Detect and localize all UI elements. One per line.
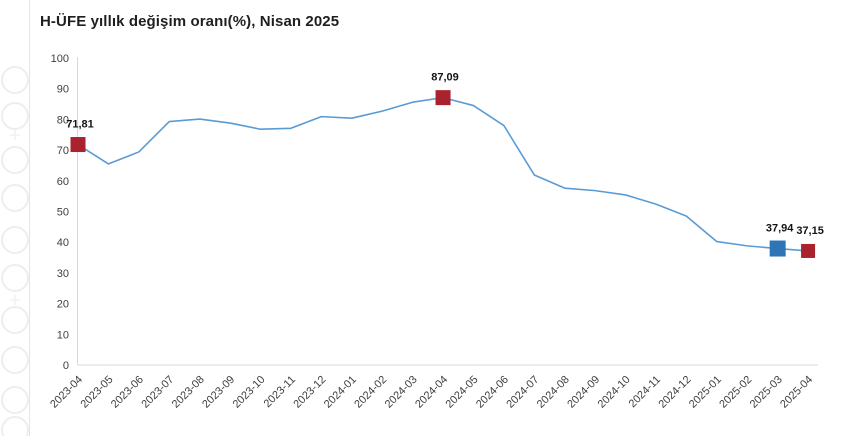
x-axis-tick-label: 2024-09 xyxy=(565,374,602,411)
y-axis-tick-label: 20 xyxy=(57,299,69,311)
y-axis-tick-label: 50 xyxy=(57,207,69,219)
x-axis-tick-label: 2023-05 xyxy=(79,374,116,411)
y-axis-tick-label: 10 xyxy=(57,329,69,341)
y-axis-tick-label: 40 xyxy=(57,237,69,249)
x-axis-tick-label: 2024-04 xyxy=(413,374,450,411)
x-axis-tick-label: 2024-10 xyxy=(596,374,633,411)
y-axis-tick-label: 0 xyxy=(63,360,69,372)
data-point-label: 71,81 xyxy=(66,119,94,131)
data-point-label: 37,94 xyxy=(766,223,794,235)
y-axis-tick-label: 90 xyxy=(57,84,69,96)
data-point-label: 37,15 xyxy=(796,225,824,237)
y-axis-tick-label: 60 xyxy=(57,176,69,188)
x-axis-tick-label: 2023-12 xyxy=(291,374,328,411)
y-axis-tick-label: 30 xyxy=(57,268,69,280)
data-point-marker xyxy=(801,243,816,258)
x-axis-tick-label: 2025-02 xyxy=(717,374,754,411)
x-axis-tick-label: 2025-01 xyxy=(687,374,724,411)
x-axis-tick-label: 2023-06 xyxy=(109,374,146,411)
y-axis-tick-label: 80 xyxy=(57,114,69,126)
x-axis-tick-label: 2024-03 xyxy=(383,374,420,411)
decor-pattern-graphic xyxy=(1,66,29,436)
x-axis-tick-label: 2024-05 xyxy=(444,374,481,411)
x-axis-tick-label: 2024-07 xyxy=(504,374,541,411)
y-axis-tick-label: 100 xyxy=(51,53,69,65)
x-axis-tick-label: 2024-06 xyxy=(474,374,511,411)
data-point-marker xyxy=(769,240,786,257)
data-point-marker xyxy=(70,137,86,153)
x-axis-tick-label: 2024-12 xyxy=(656,374,693,411)
x-axis-tick-label: 2024-08 xyxy=(535,374,572,411)
x-axis-tick-label: 2023-07 xyxy=(139,374,176,411)
x-axis-tick-label: 2024-02 xyxy=(352,374,389,411)
data-point-label: 87,09 xyxy=(431,72,459,84)
x-axis-tick-label: 2023-10 xyxy=(231,374,268,411)
x-axis-tick-label: 2023-04 xyxy=(48,374,85,411)
data-line xyxy=(77,96,809,252)
x-axis-tick-label: 2025-04 xyxy=(778,374,815,411)
x-axis-tick-label: 2023-08 xyxy=(170,374,207,411)
x-axis-tick-label: 2023-09 xyxy=(200,374,237,411)
y-axis-tick-label: 70 xyxy=(57,145,69,157)
x-axis-tick-label: 2025-03 xyxy=(748,374,785,411)
x-axis-tick-label: 2024-01 xyxy=(322,374,359,411)
data-point-marker xyxy=(435,90,451,106)
left-decor-pattern xyxy=(0,0,30,436)
chart-title: H-ÜFE yıllık değişim oranı(%), Nisan 202… xyxy=(40,13,340,30)
